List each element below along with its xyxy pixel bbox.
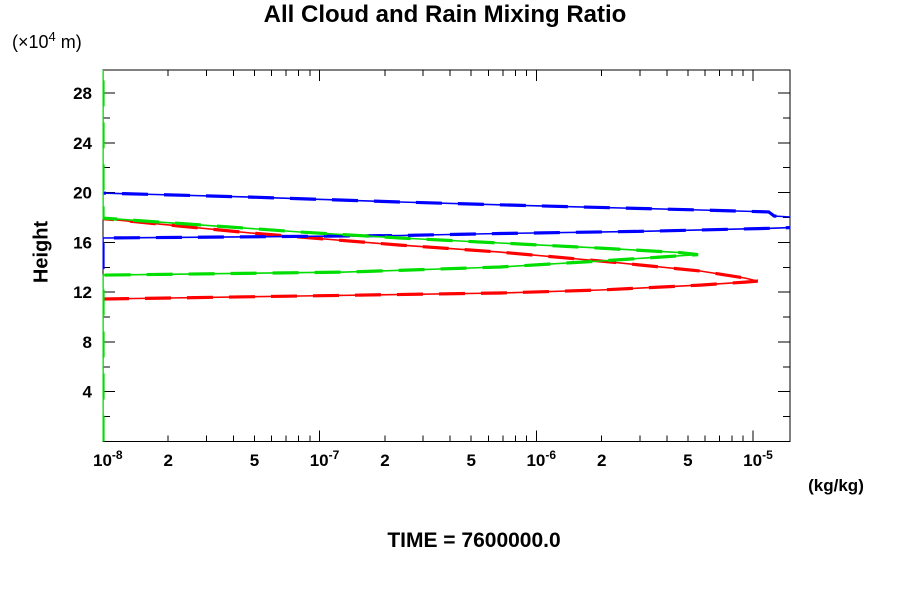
x-tick-label: 5 xyxy=(683,451,692,470)
series-cloud-mixing-ratio-green xyxy=(102,70,699,442)
y-tick-label: 16 xyxy=(73,233,92,252)
x-tick-label: 10-8 xyxy=(93,448,123,470)
y-tick-label: 4 xyxy=(83,383,93,402)
tick-labels-group: 10-8 2 5 10-7 2 5 10-6 2 5 10-5 4 8 12 16 20 24 28 xyxy=(73,84,773,470)
y-tick-label: 12 xyxy=(73,283,92,302)
x-tick-label: 2 xyxy=(164,451,173,470)
chart-title: All Cloud and Rain Mixing Ratio xyxy=(263,1,627,28)
x-tick-label: 2 xyxy=(597,451,606,470)
x-tick-label: 10-6 xyxy=(526,448,556,470)
cloud-mixing-ratio-blue-line-thin xyxy=(102,192,791,270)
series-cloud-mixing-ratio-blue xyxy=(102,191,791,270)
x-tick-label: 5 xyxy=(250,451,259,470)
series-rain-mixing-ratio-red xyxy=(102,217,759,301)
x-tick-label: 10-7 xyxy=(310,448,340,470)
y-axis-unit: (×104 m) xyxy=(12,29,82,53)
y-axis-unit-suffix: m) xyxy=(55,32,82,52)
rain-mixing-ratio-red-line-dash xyxy=(102,217,759,301)
y-axis-unit-exponent: 4 xyxy=(48,29,56,44)
ticks-group xyxy=(102,70,790,442)
cloud-mixing-ratio-green-line-thin xyxy=(102,70,699,442)
y-tick-label: 28 xyxy=(73,84,92,103)
time-footer: TIME = 7600000.0 xyxy=(387,529,561,552)
y-tick-label: 20 xyxy=(73,184,92,203)
y-tick-label: 8 xyxy=(83,333,92,352)
x-tick-label: 10-5 xyxy=(743,448,773,470)
y-tick-label: 24 xyxy=(73,134,92,153)
x-axis-unit: (kg/kg) xyxy=(808,476,864,495)
cloud-mixing-ratio-green-line-dash xyxy=(102,70,699,442)
x-tick-label: 2 xyxy=(380,451,389,470)
x-tick-label: 5 xyxy=(466,451,475,470)
y-axis-unit-prefix: (×10 xyxy=(12,32,49,52)
